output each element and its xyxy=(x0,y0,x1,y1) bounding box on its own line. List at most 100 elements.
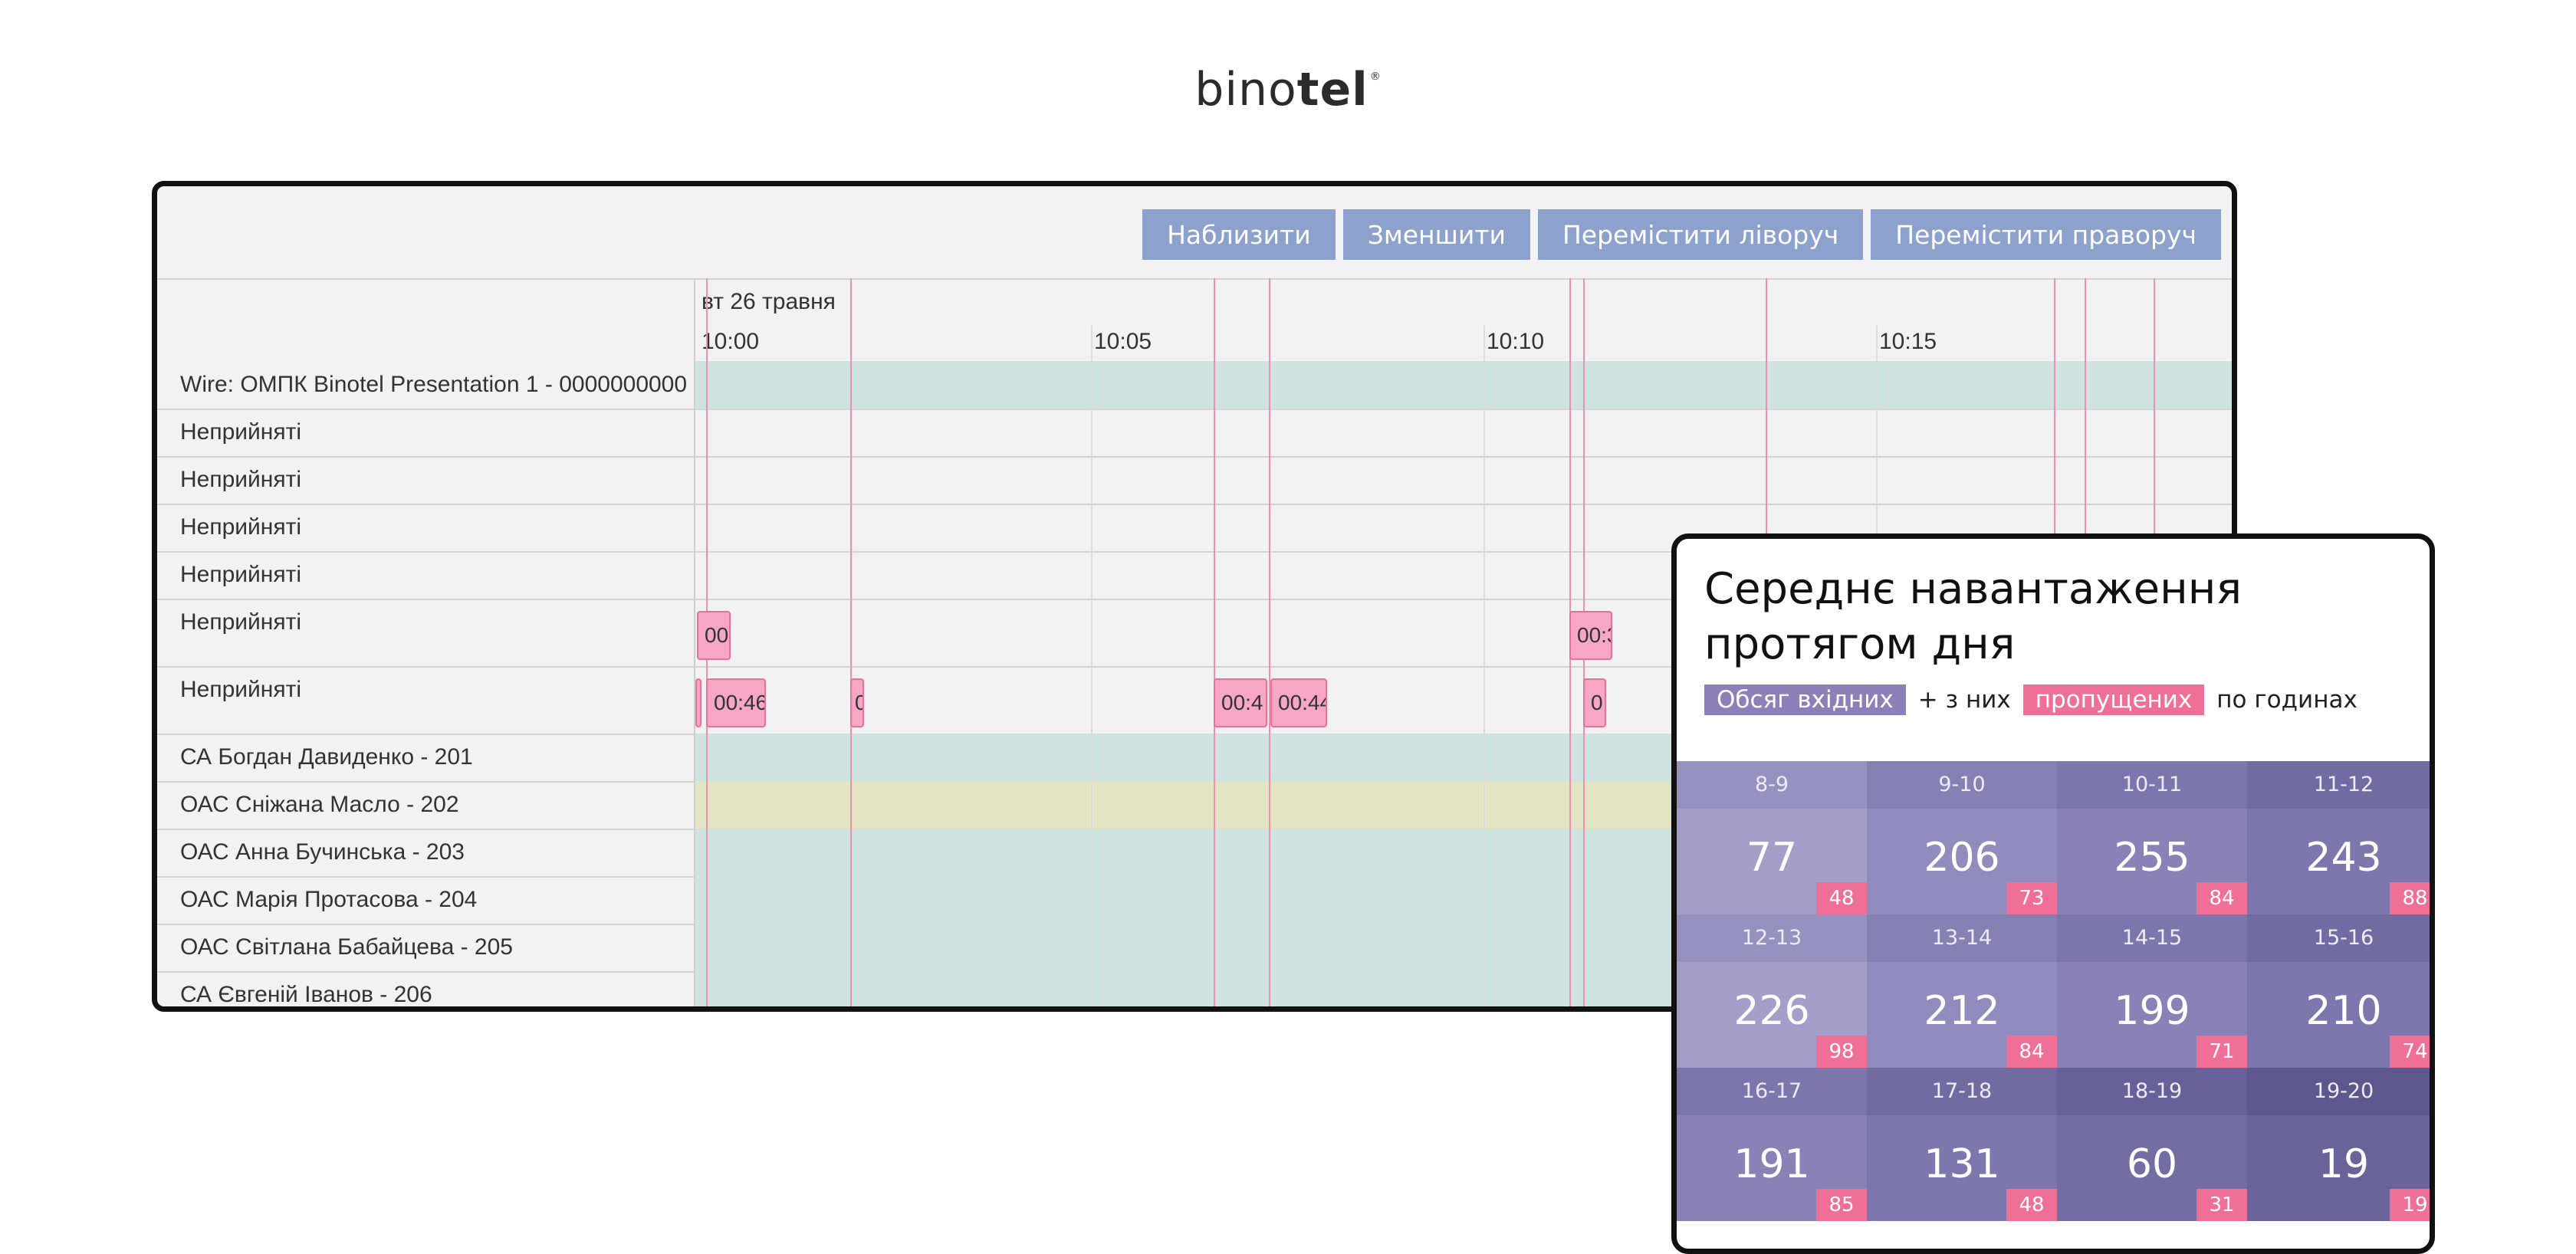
legend-incoming: Обсяг вхідних xyxy=(1704,684,1906,715)
timeline-row: Неприйняті xyxy=(157,599,2232,668)
missed-count-badge: 88 xyxy=(2390,882,2430,914)
hour-range-label: 10-11 xyxy=(2057,761,2247,809)
missed-count-badge: 71 xyxy=(2196,1036,2247,1068)
hour-cell: 15-16 210 74 xyxy=(2247,914,2430,1068)
hour-cell: 19-20 19 19 xyxy=(2247,1068,2430,1221)
row-label: Неприйняті xyxy=(180,609,302,635)
load-title: Середнє навантаження протягом дня xyxy=(1704,564,2242,669)
missed-call-block[interactable]: 00:46 xyxy=(706,678,766,727)
logo-light: bino xyxy=(1194,63,1297,117)
hour-range-label: 15-16 xyxy=(2247,914,2430,962)
missed-count-badge: 73 xyxy=(2006,882,2057,914)
row-label: СА Богдан Давиденко - 201 xyxy=(180,744,473,770)
hour-cell: 12-13 226 98 xyxy=(1677,914,1867,1068)
move-left-button[interactable]: Перемістити ліворуч xyxy=(1537,209,1864,260)
binotel-logo: binotel ® xyxy=(0,63,2576,117)
hour-range-label: 16-17 xyxy=(1677,1068,1867,1115)
label-column-border xyxy=(694,278,695,1006)
row-label: Неприйняті xyxy=(180,677,302,702)
incoming-count: 199 xyxy=(2114,988,2190,1034)
timeline-row: Неприйняті xyxy=(157,551,2232,600)
move-right-button[interactable]: Перемістити праворуч xyxy=(1871,209,2221,260)
timeline-row: Неприйняті xyxy=(157,456,2232,505)
hour-cell: 9-10 206 73 xyxy=(1867,761,2057,914)
missed-count-badge: 74 xyxy=(2390,1036,2430,1068)
hour-cell: 17-18 131 48 xyxy=(1867,1068,2057,1221)
hour-range-label: 18-19 xyxy=(2057,1068,2247,1115)
hour-cell: 14-15 199 71 xyxy=(2057,914,2247,1068)
missed-call-block[interactable]: 0 xyxy=(1583,678,1606,727)
timeline-row: Wire: ОМПК Binotel Presentation 1 - 0000… xyxy=(157,361,2232,410)
time-label: 10:15 xyxy=(1879,329,1937,354)
missed-count-badge: 84 xyxy=(2196,882,2247,914)
hour-cell: 18-19 60 31 xyxy=(2057,1068,2247,1221)
hour-range-label: 14-15 xyxy=(2057,914,2247,962)
missed-call-block[interactable]: 00:44 xyxy=(1270,678,1327,727)
incoming-count: 255 xyxy=(2114,835,2190,881)
legend-plus: + з них xyxy=(1917,686,2011,714)
row-activity-fill xyxy=(695,361,2232,409)
incoming-count: 206 xyxy=(1924,835,2000,881)
row-label: Неприйняті xyxy=(180,514,302,540)
legend-missed: пропущених xyxy=(2022,684,2205,715)
timeline-row: Неприйняті xyxy=(157,504,2232,553)
missed-call-block[interactable]: 00:3 xyxy=(1569,611,1612,660)
row-label: ОАС Марія Протасова - 204 xyxy=(180,887,478,912)
missed-call-block[interactable] xyxy=(695,678,702,727)
missed-count-badge: 48 xyxy=(1816,882,1867,914)
row-label: СА Євгеній Іванов - 206 xyxy=(180,982,432,1007)
incoming-count: 210 xyxy=(2305,988,2382,1034)
call-marker-line xyxy=(1214,278,1215,1006)
missed-count-badge: 85 xyxy=(1816,1189,1867,1221)
row-label: Неприйняті xyxy=(180,562,302,587)
hour-range-label: 13-14 xyxy=(1867,914,2057,962)
missed-call-block[interactable]: 00 xyxy=(697,611,731,660)
missed-count-badge: 19 xyxy=(2390,1189,2430,1221)
incoming-count: 191 xyxy=(1733,1141,1810,1187)
hour-range-label: 19-20 xyxy=(2247,1068,2430,1115)
tick-line xyxy=(1484,324,1485,1006)
row-label: ОАС Світлана Бабайцева - 205 xyxy=(180,934,513,960)
call-marker-line xyxy=(850,278,852,1006)
incoming-count: 19 xyxy=(2318,1141,2370,1187)
logo-registered: ® xyxy=(1369,71,1382,83)
time-label: 10:00 xyxy=(702,329,760,354)
zoom-in-button[interactable]: Наблизити xyxy=(1142,209,1336,260)
missed-call-block[interactable]: 0 xyxy=(850,678,864,727)
load-legend: Обсяг вхідних + з них пропущених по годи… xyxy=(1704,684,2370,715)
missed-count-badge: 31 xyxy=(2196,1189,2247,1221)
row-label: Неприйняті xyxy=(180,467,302,492)
legend-per-hour: по годинах xyxy=(2216,686,2358,714)
tick-line xyxy=(1091,324,1092,1006)
timeline-row: Неприйняті xyxy=(157,409,2232,458)
call-marker-line xyxy=(1269,278,1270,1006)
zoom-out-button[interactable]: Зменшити xyxy=(1342,209,1530,260)
time-label: 10:05 xyxy=(1094,329,1152,354)
incoming-count: 60 xyxy=(2126,1141,2178,1187)
incoming-count: 131 xyxy=(1924,1141,2000,1187)
hour-range-label: 8-9 xyxy=(1677,761,1867,809)
hour-range-label: 17-18 xyxy=(1867,1068,2057,1115)
hour-range-label: 11-12 xyxy=(2247,761,2430,809)
hour-cell: 8-9 77 48 xyxy=(1677,761,1867,914)
missed-count-badge: 84 xyxy=(2006,1036,2057,1068)
row-label: Неприйняті xyxy=(180,419,302,445)
incoming-count: 77 xyxy=(1746,835,1798,881)
hour-cell: 10-11 255 84 xyxy=(2057,761,2247,914)
missed-count-badge: 48 xyxy=(2006,1189,2057,1221)
incoming-count: 243 xyxy=(2305,835,2382,881)
header-divider xyxy=(157,278,2232,280)
hour-cell: 11-12 243 88 xyxy=(2247,761,2430,914)
missed-call-block[interactable]: 00:4 xyxy=(1214,678,1267,727)
incoming-count: 226 xyxy=(1733,988,1810,1034)
date-label: вт 26 травня xyxy=(702,289,836,314)
row-label: Wire: ОМПК Binotel Presentation 1 - 0000… xyxy=(180,372,688,397)
hour-range-label: 9-10 xyxy=(1867,761,2057,809)
hour-range-label: 12-13 xyxy=(1677,914,1867,962)
time-label: 10:10 xyxy=(1487,329,1545,354)
hour-cell: 16-17 191 85 xyxy=(1677,1068,1867,1221)
daily-load-card: Середнє навантаження протягом дня Обсяг … xyxy=(1671,533,2435,1254)
timeline-toolbar: Наблизити Зменшити Перемістити ліворуч П… xyxy=(1142,209,2221,260)
row-label: ОАС Анна Бучинська - 203 xyxy=(180,839,465,865)
incoming-count: 212 xyxy=(1924,988,2000,1034)
